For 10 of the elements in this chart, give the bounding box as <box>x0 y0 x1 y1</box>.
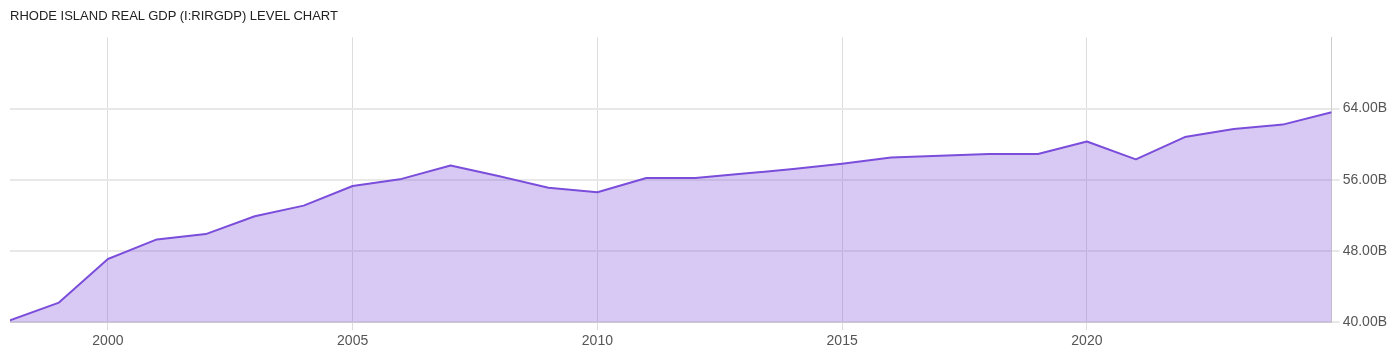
x-tick-label: 2005 <box>337 332 369 349</box>
x-tick-label: 2000 <box>92 332 124 349</box>
y-tick-label: 56.00B <box>1342 170 1387 187</box>
x-tick-label: 2020 <box>1071 332 1103 349</box>
y-tick-label: 40.00B <box>1342 313 1387 330</box>
y-tick-label: 48.00B <box>1342 241 1387 258</box>
x-tick-label: 2010 <box>581 332 614 349</box>
y-tick-label: 64.00B <box>1342 99 1387 116</box>
chart-title: RHODE ISLAND REAL GDP (I:RIRGDP) LEVEL CHART <box>10 8 338 23</box>
x-tick-label: 2015 <box>826 332 858 349</box>
